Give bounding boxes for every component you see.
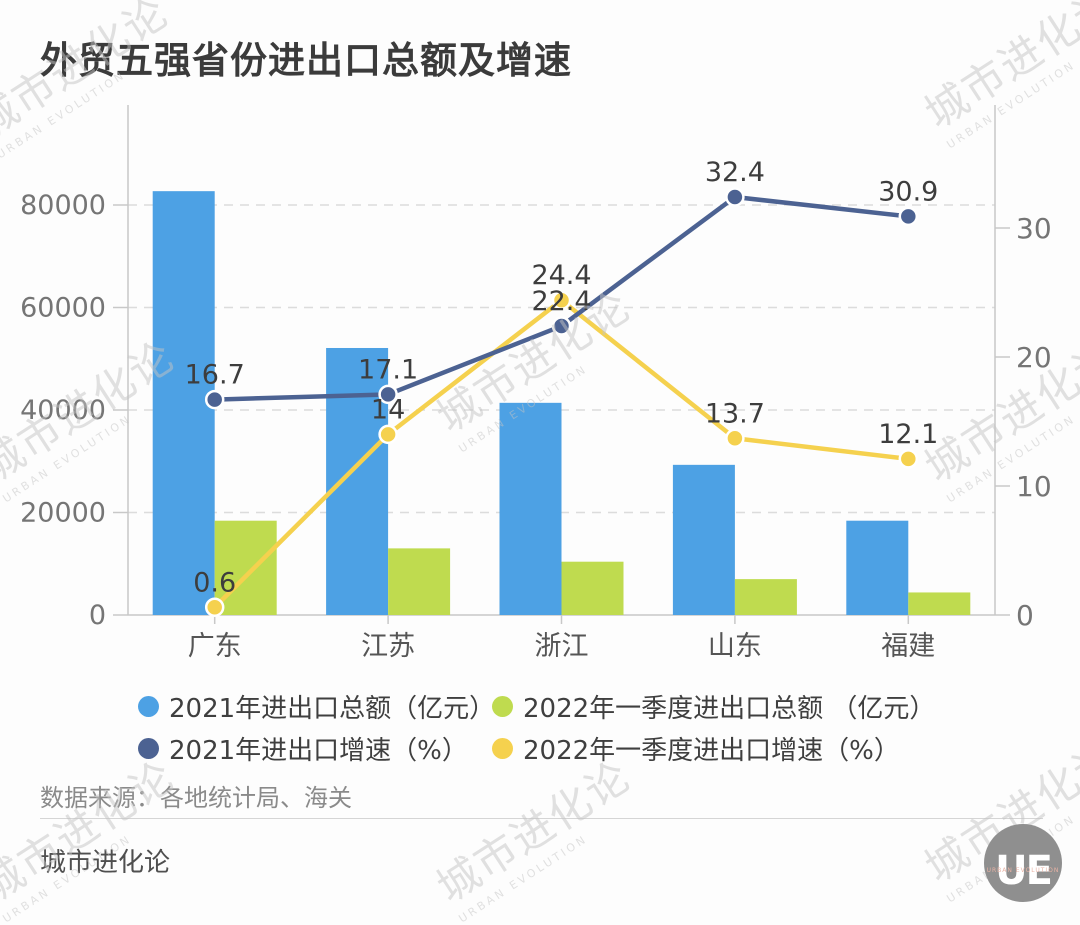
bar <box>388 548 451 615</box>
bar <box>672 464 735 615</box>
data-point-value-label: 30.9 <box>878 176 938 207</box>
left-axis-tick-label: 20000 <box>20 498 106 529</box>
right-axis-tick-label: 30 <box>1016 212 1052 245</box>
x-axis-category-label: 福建 <box>881 631 935 662</box>
logo-subtext: URBAN EVOLUTION <box>986 866 1060 874</box>
x-axis-category-label: 广东 <box>188 631 242 662</box>
legend-item: 2022年一季度进出口总额 （亿元） <box>492 688 935 725</box>
logo-letters: UE <box>995 847 1053 894</box>
x-axis-category-label: 山东 <box>708 631 762 662</box>
data-point-value-label: 22.4 <box>531 286 591 317</box>
bar <box>734 579 797 615</box>
x-axis-category-label: 江苏 <box>361 631 415 662</box>
right-axis-tick-label: 10 <box>1016 470 1052 503</box>
legend-item: 2021年进出口总额（亿元） <box>138 688 495 725</box>
legend-label: 2021年进出口增速（%） <box>169 736 468 766</box>
data-point <box>898 206 919 227</box>
data-point-value-label: 0.6 <box>193 567 236 598</box>
chart-title: 外贸五强省份进出口总额及增速 <box>40 39 572 82</box>
legend-label: 2021年进出口总额（亿元） <box>169 694 496 724</box>
data-point-value-label: 32.4 <box>705 157 765 188</box>
data-point-value-label: 16.7 <box>185 360 245 391</box>
right-axis-tick-label: 20 <box>1016 341 1052 374</box>
legend-label: 2022年一季度进出口增速（%） <box>523 736 900 766</box>
urban-evolution-logo: UE URBAN EVOLUTION <box>984 824 1062 902</box>
left-axis-tick-label: 60000 <box>20 293 106 324</box>
data-point-value-label: 17.1 <box>358 354 418 385</box>
data-point-value-label: 12.1 <box>878 419 938 450</box>
bar <box>499 402 562 615</box>
data-source-label: 数据来源：各地统计局、海关 <box>40 784 352 812</box>
bar <box>908 592 971 615</box>
data-point-value-label: 14 <box>371 394 405 425</box>
footer-divider <box>40 818 1043 819</box>
legend-item: 2022年一季度进出口增速（%） <box>492 730 900 767</box>
right-axis-tick-label: 0 <box>1016 599 1034 632</box>
data-point-value-label: 13.7 <box>705 398 765 429</box>
bar <box>561 561 624 615</box>
bar <box>846 520 909 615</box>
legend-color-dot <box>138 738 159 759</box>
data-point <box>551 290 572 310</box>
legend-item: 2021年进出口增速（%） <box>138 730 468 767</box>
x-axis-category-label: 浙江 <box>535 631 589 662</box>
bar <box>152 191 215 615</box>
data-point <box>898 449 919 469</box>
data-point <box>378 424 398 445</box>
left-axis-tick-label: 80000 <box>20 190 106 221</box>
bar <box>326 347 389 615</box>
data-point <box>551 316 572 336</box>
legend-color-dot <box>492 738 513 759</box>
data-point <box>725 428 745 449</box>
legend-color-dot <box>492 696 513 717</box>
left-axis-tick-label: 0 <box>89 600 106 631</box>
data-point <box>378 384 398 405</box>
left-axis-tick-label: 40000 <box>20 395 106 426</box>
data-point <box>725 187 745 207</box>
data-point <box>204 389 225 410</box>
brand-name-label: 城市进化论 <box>40 848 171 878</box>
legend-label: 2022年一季度进出口总额 （亿元） <box>523 694 936 724</box>
data-point-value-label: 24.4 <box>531 260 591 291</box>
legend-color-dot <box>138 696 159 717</box>
data-point <box>204 597 225 618</box>
